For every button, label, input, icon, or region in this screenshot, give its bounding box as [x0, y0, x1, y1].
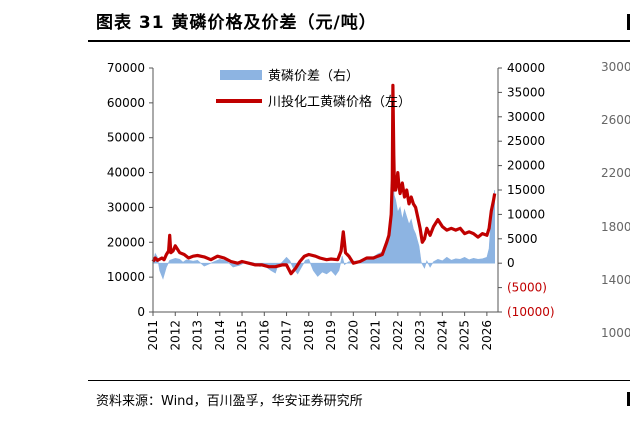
x-tick-label: 2022: [391, 320, 405, 351]
x-tick-label: 2021: [369, 320, 383, 351]
legend-label: 黄磷价差（右）: [268, 69, 359, 84]
x-tick-label: 2024: [435, 320, 449, 351]
legend-swatch-spread: [220, 70, 262, 80]
left-tick-label: 20000: [107, 235, 145, 249]
right-tick-label: 30000: [507, 110, 545, 124]
x-tick-label: 2015: [235, 320, 249, 351]
left-tick-label: 60000: [107, 96, 145, 110]
adjacent-chart-tick-label: 1000: [601, 326, 630, 340]
x-tick-label: 2016: [257, 320, 271, 351]
right-tick-label: 35000: [507, 85, 545, 99]
right-tick-label: (5000): [507, 281, 547, 295]
x-tick-label: 2013: [191, 320, 205, 351]
right-tick-label: 10000: [507, 207, 545, 221]
x-tick-label: 2019: [324, 320, 338, 351]
title-underline: [88, 40, 630, 42]
figure-title: 图表 31 黄磷价格及价差（元/吨）: [96, 13, 377, 33]
x-tick-label: 2023: [413, 320, 427, 351]
adjacent-chart-tick-label: 1400: [601, 273, 630, 287]
source-note: 资料来源：Wind，百川盈孚，华安证券研究所: [96, 394, 363, 409]
cropped-edge-mark-top: [627, 14, 630, 30]
left-tick-label: 70000: [107, 61, 145, 75]
left-tick-label: 0: [137, 305, 145, 319]
left-tick-label: 50000: [107, 131, 145, 145]
footer-rule: [88, 380, 630, 381]
right-tick-label: 25000: [507, 134, 545, 148]
right-tick-label: 5000: [507, 232, 538, 246]
legend-label: 川投化工黄磷价格（左）: [268, 94, 411, 110]
left-tick-label: 40000: [107, 166, 145, 180]
x-tick-label: 2014: [213, 320, 227, 351]
x-tick-label: 2020: [346, 320, 360, 351]
cropped-edge-mark-bottom: [627, 392, 630, 406]
right-tick-label: 0: [507, 256, 515, 270]
left-tick-label: 30000: [107, 200, 145, 214]
adjacent-chart-tick-label: 2600: [601, 113, 630, 127]
adjacent-chart-tick-label: 1800: [601, 220, 630, 234]
right-tick-label: 15000: [507, 183, 545, 197]
x-tick-label: 2018: [302, 320, 316, 351]
right-tick-label: (10000): [507, 305, 555, 319]
x-tick-label: 2012: [168, 320, 182, 351]
adjacent-chart-tick-label: 2200: [601, 166, 630, 180]
left-tick-label: 10000: [107, 270, 145, 284]
adjacent-chart-tick-label: 3000: [601, 60, 630, 74]
x-tick-label: 2017: [280, 320, 294, 351]
x-tick-label: 2011: [146, 320, 160, 351]
x-tick-label: 2025: [458, 320, 472, 351]
right-tick-label: 40000: [507, 61, 545, 75]
x-tick-label: 2026: [480, 320, 494, 351]
right-tick-label: 20000: [507, 159, 545, 173]
price-line-series: [151, 83, 497, 276]
